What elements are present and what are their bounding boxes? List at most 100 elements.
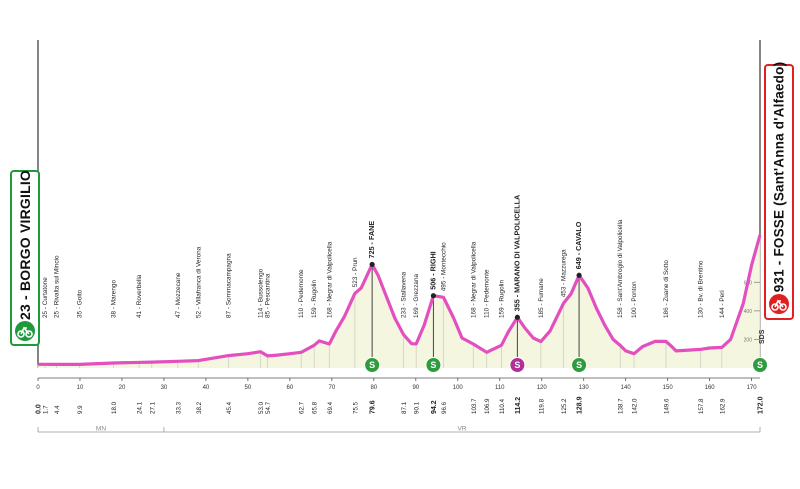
place-label: 168 - Negrar di Valpolicella	[326, 241, 333, 318]
place-label: 47 - Mozzecane	[175, 272, 182, 318]
sprint-marker-icon	[752, 357, 768, 373]
kom-marker-icon	[509, 357, 526, 373]
place-label: 87 - Sommacampagna	[226, 253, 233, 318]
place-label: 35 - Goito	[77, 289, 84, 318]
altitude-label: 200	[744, 337, 753, 343]
place-label: 41 - Roverbella	[136, 274, 143, 318]
region-label: MN	[96, 426, 106, 433]
km-tick-label: 100	[453, 385, 464, 391]
place-label: 100 - Ponton	[631, 281, 638, 318]
sds-label: SDS	[759, 329, 766, 344]
km-label: 142.0	[632, 398, 639, 414]
km-tick-label: 50	[245, 385, 252, 391]
sprint-marker-icon	[571, 357, 588, 373]
place-label: 38 - Marengo	[111, 280, 118, 318]
finish-label: 931 - FOSSE (Sant'Anna d'Alfaedo)	[771, 61, 787, 293]
km-label: 65.8	[312, 401, 319, 414]
km-label: 1.7	[43, 405, 50, 414]
start-label: 23 - BORGO VIRGILIO	[17, 169, 33, 320]
km-label: 53.0	[258, 401, 265, 414]
km-label: 75.5	[352, 401, 359, 414]
place-label: 158 - Sant'Ambrogio di Valpolicella	[617, 219, 624, 318]
place-label: 649 - CAVALO	[574, 221, 583, 269]
km-label: 114.2	[515, 397, 522, 414]
place-label: 185 - Fumane	[538, 278, 545, 318]
km-label: 106.9	[484, 398, 491, 414]
place-label: 495 - Montecchio	[440, 242, 447, 291]
place-label: 159 - Rugolin	[498, 280, 505, 318]
place-label: 130 - Bv. di Brentino	[697, 260, 704, 318]
km-label: 27.1	[149, 401, 156, 414]
altitude-label: 400	[744, 309, 753, 315]
km-label: 24.1	[137, 401, 144, 414]
place-label: 110 - Pedemonte	[484, 269, 491, 318]
km-label: 54.7	[265, 401, 272, 414]
km-label: 33.3	[175, 401, 182, 414]
region-label: VR	[457, 426, 466, 433]
place-label: 110 - Pedemonte	[298, 269, 305, 318]
place-label: 159 - Rugolin	[311, 280, 318, 318]
sprint-marker-icon	[425, 357, 442, 373]
marker-symbol: S	[576, 360, 582, 370]
place-label: 453 - Mazzurega	[561, 249, 568, 297]
place-label: 25 - Rivalta sul Mincio	[53, 255, 60, 318]
km-label: 149.6	[663, 398, 670, 414]
profile-line	[37, 234, 762, 366]
km-tick-label: 0	[36, 385, 40, 391]
place-label: 114 - Bussolengo	[257, 268, 264, 318]
km-label: 0.0	[36, 404, 43, 414]
km-label: 96.6	[441, 401, 448, 414]
place-label: 233 - Stallavena	[401, 271, 408, 318]
km-tick-label: 110	[495, 385, 505, 391]
km-tick-label: 40	[203, 385, 210, 391]
km-tick-label: 140	[621, 385, 632, 391]
km-tick-label: 80	[370, 385, 377, 391]
km-label: 79.6	[370, 400, 377, 414]
place-label: 52 - Villafranca di Verona	[195, 246, 202, 318]
km-label: 119.8	[538, 398, 545, 414]
place-label: 25 - Curtatone	[42, 277, 49, 318]
peak-dot	[369, 261, 375, 268]
km-tick-label: 150	[663, 385, 674, 391]
km-tick-label: 130	[579, 385, 590, 391]
km-label: 62.7	[299, 401, 306, 414]
km-label: 45.4	[226, 401, 233, 414]
km-tick-label: 90	[412, 385, 419, 391]
km-label: 18.0	[111, 401, 118, 414]
place-label: 725 - FANE	[367, 221, 376, 259]
place-label: 523 - Prun	[352, 257, 359, 287]
km-label: 162.9	[719, 398, 726, 414]
km-label: 90.1	[414, 401, 421, 414]
place-label: 168 - Negrar di Valpolicella	[470, 241, 477, 318]
km-label: 87.1	[401, 401, 408, 414]
km-tick-label: 20	[119, 385, 126, 391]
km-label: 157.8	[698, 398, 705, 414]
place-label: 355 - MARANO DI VALPOLICELLA	[512, 195, 521, 311]
marker-symbol: S	[369, 360, 375, 370]
place-label: 506 - RIGHI	[428, 251, 437, 289]
place-label: 144 - Peri	[719, 290, 726, 318]
km-label: 38.2	[196, 401, 203, 414]
sprint-marker-icon	[364, 357, 381, 373]
bicycle-icon	[769, 294, 789, 314]
km-label: 125.2	[561, 398, 568, 414]
km-label: 69.4	[327, 401, 334, 414]
km-label: 110.4	[499, 398, 506, 414]
place-label: 186 - Zuane di Sotto	[663, 260, 670, 318]
start-badge: 23 - BORGO VIRGILIO	[10, 169, 40, 346]
finish-badge: 931 - FOSSE (Sant'Anna d'Alfaedo)	[764, 61, 794, 320]
place-label: 85 - Pescantina	[265, 273, 272, 318]
km-label: 9.9	[77, 405, 84, 414]
peak-dot	[576, 272, 582, 278]
marker-symbol: S	[514, 360, 520, 370]
peak-dot	[514, 314, 520, 320]
bicycle-icon	[15, 321, 35, 341]
place-label: 169 - Grezzana	[413, 274, 420, 318]
km-tick-label: 60	[287, 385, 294, 391]
profile-area	[38, 235, 760, 368]
km-tick-label: 160	[705, 385, 716, 391]
km-tick-label: 30	[161, 385, 168, 391]
km-label: 94.2	[431, 400, 438, 414]
km-label: 4.4	[54, 405, 61, 414]
